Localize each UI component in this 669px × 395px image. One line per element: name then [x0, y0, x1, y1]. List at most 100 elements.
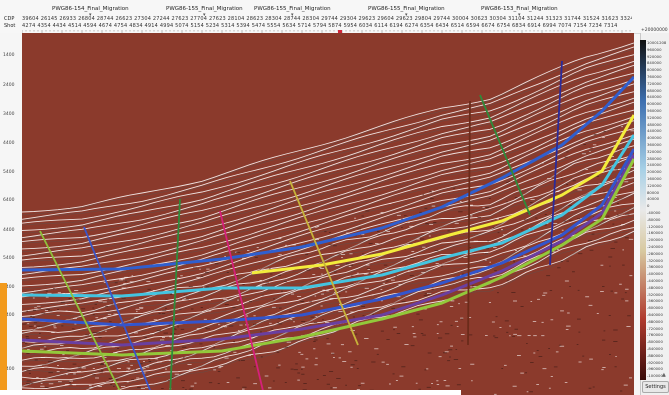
horizon-1[interactable] — [22, 75, 634, 272]
fault-1[interactable] — [39, 230, 123, 395]
reflector — [69, 229, 634, 395]
settings-button[interactable]: Settings — [642, 381, 669, 393]
noise-speck — [127, 361, 130, 363]
seismic-section-canvas[interactable] — [22, 33, 634, 395]
noise-speck — [67, 369, 71, 371]
noise-speck — [340, 344, 344, 346]
noise-speck — [520, 229, 524, 231]
fault-7[interactable] — [479, 94, 531, 216]
reflector — [22, 137, 634, 310]
noise-speck — [393, 329, 395, 331]
noise-speck — [278, 254, 282, 256]
line-label-4[interactable]: PWG86-155_Final_Migration ▾ — [368, 6, 445, 18]
reflector — [22, 99, 634, 271]
noise-speck — [439, 321, 443, 323]
fault-8[interactable] — [549, 60, 563, 266]
noise-speck — [419, 238, 425, 240]
noise-speck — [542, 294, 546, 296]
noise-speck — [300, 353, 304, 355]
current-trace-marker[interactable] — [338, 30, 342, 33]
noise-speck — [44, 310, 48, 311]
fault-4[interactable] — [219, 210, 265, 395]
noise-speck — [477, 217, 482, 218]
noise-speck — [60, 345, 64, 346]
noise-speck — [543, 292, 548, 294]
amplitude-colorbar[interactable] — [640, 40, 646, 380]
noise-speck — [66, 350, 70, 352]
noise-speck — [30, 315, 33, 317]
noise-speck — [165, 368, 167, 370]
noise-speck — [363, 273, 368, 275]
noise-speck — [485, 335, 488, 336]
line-label-5[interactable]: PWG86-153_Final_Migration ▾ — [481, 6, 558, 18]
noise-speck — [160, 340, 164, 341]
scroll-up-icon[interactable]: ▲ — [662, 372, 666, 378]
horizon-4[interactable] — [22, 148, 634, 327]
colorbar-max-label: +20000000 — [641, 28, 668, 33]
noise-speck — [40, 378, 43, 380]
line-label-1[interactable]: PWG86-154_Final_Migration ▾ — [52, 6, 129, 18]
noise-speck — [342, 361, 347, 362]
noise-speck — [527, 335, 531, 336]
noise-speck — [488, 198, 491, 199]
noise-speck — [92, 368, 95, 369]
noise-speck — [126, 370, 130, 372]
noise-speck — [37, 325, 41, 327]
colorbar-tick-label: 240000 — [647, 162, 662, 168]
noise-speck — [336, 294, 341, 296]
fault-3[interactable] — [169, 198, 181, 395]
noise-speck — [336, 253, 341, 255]
noise-speck — [45, 309, 50, 310]
horizon-3[interactable] — [22, 134, 634, 298]
noise-speck — [395, 380, 398, 381]
noise-speck — [494, 241, 498, 243]
noise-speck — [26, 380, 31, 382]
colorbar-labels: 10001208 960000 920000 840000 800000 760000 72… — [647, 40, 669, 380]
noise-speck — [606, 215, 610, 217]
fault-5[interactable] — [289, 180, 359, 346]
noise-speck — [609, 354, 611, 355]
colorbar-tick-label: 160000 — [647, 176, 662, 181]
line-label-3[interactable]: PWG86-155_Final_Migration ▾ — [254, 6, 331, 18]
noise-speck — [34, 290, 36, 292]
noise-speck — [217, 371, 221, 372]
noise-speck — [170, 333, 174, 335]
noise-speck — [454, 222, 459, 224]
noise-speck — [436, 333, 439, 334]
colorbar-gradient[interactable] — [640, 40, 646, 380]
horizon-2[interactable] — [251, 114, 634, 275]
noise-speck — [473, 240, 479, 242]
noise-speck — [461, 273, 465, 275]
noise-speck — [305, 254, 309, 255]
noise-speck — [431, 288, 434, 290]
noise-speck — [621, 298, 625, 300]
noise-speck — [350, 282, 354, 284]
noise-speck — [529, 391, 533, 393]
noise-speck — [22, 341, 25, 343]
noise-speck — [254, 256, 258, 258]
noise-speck — [542, 368, 547, 370]
noise-speck — [98, 386, 102, 387]
noise-speck — [617, 148, 622, 150]
noise-speck — [593, 134, 597, 135]
noise-speck — [499, 327, 502, 328]
noise-speck — [57, 309, 59, 310]
line-label-2[interactable]: PWG86-155_Final_Migration ▾ — [166, 6, 243, 18]
fault-2[interactable] — [83, 226, 153, 395]
noise-speck — [612, 223, 615, 225]
noise-speck — [424, 369, 427, 371]
noise-speck — [181, 380, 185, 382]
noise-speck — [506, 280, 509, 282]
noise-speck — [424, 293, 427, 295]
noise-speck — [456, 326, 459, 327]
noise-speck — [526, 391, 529, 393]
noise-speck — [139, 307, 144, 309]
noise-speck — [617, 214, 619, 216]
fault-6[interactable] — [467, 100, 471, 346]
fault-interpretations[interactable] — [39, 60, 563, 395]
noise-speck — [491, 321, 495, 323]
noise-speck — [630, 130, 634, 132]
noise-speck — [626, 326, 631, 327]
seismic-section[interactable] — [22, 33, 634, 395]
noise-speck — [403, 215, 407, 217]
